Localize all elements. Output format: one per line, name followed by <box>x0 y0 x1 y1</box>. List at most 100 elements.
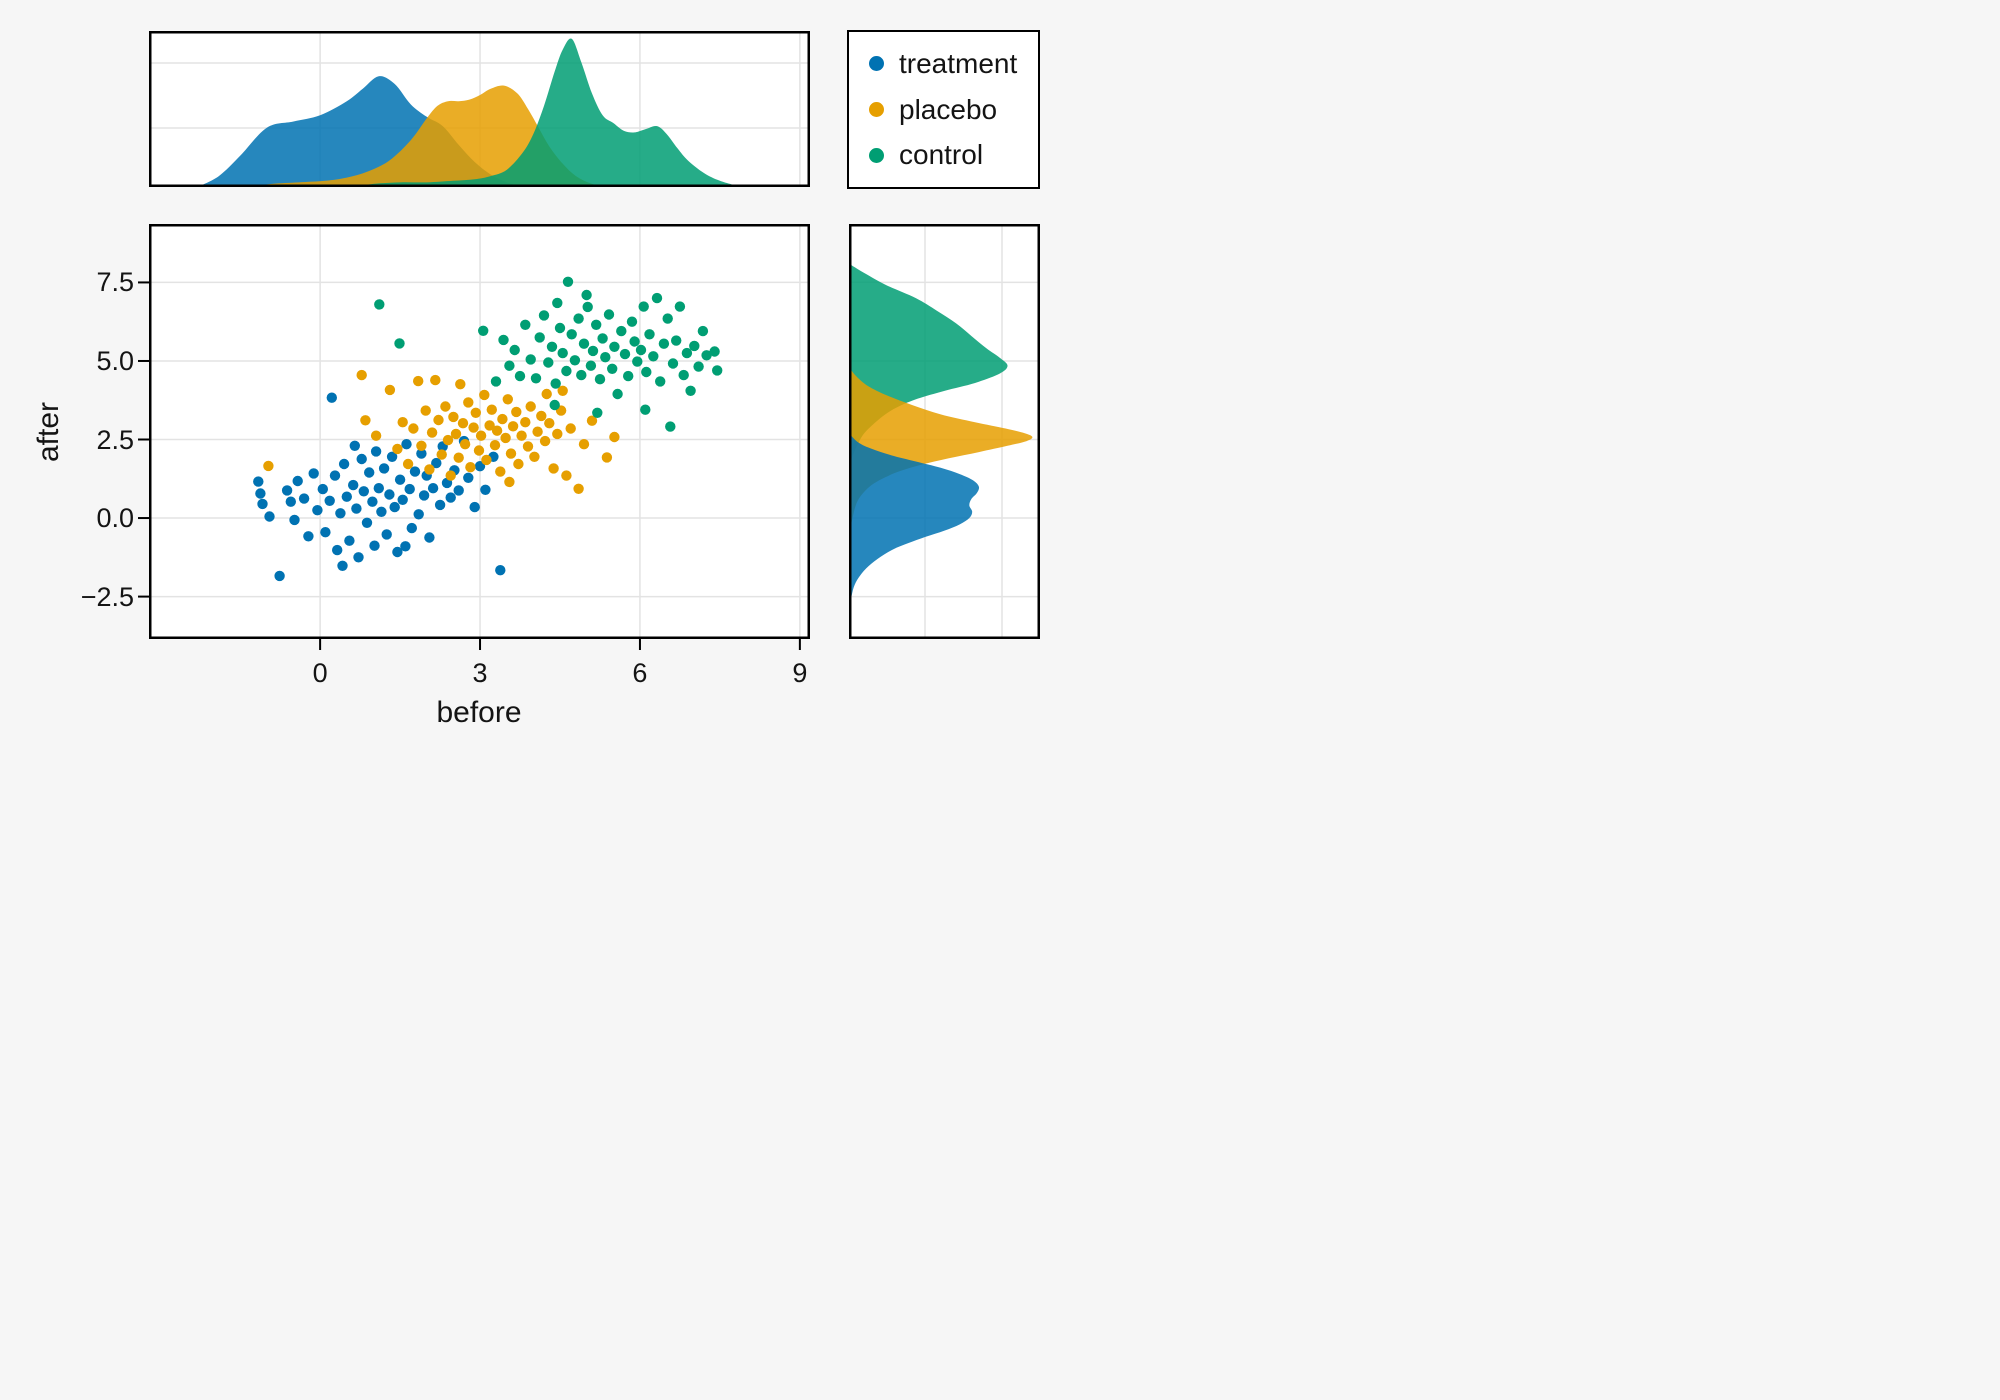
data-point <box>685 385 696 396</box>
x-tick-label: 6 <box>632 658 648 688</box>
data-point <box>337 560 348 571</box>
y-tick-label: 0.0 <box>96 503 134 534</box>
data-point <box>424 464 435 475</box>
data-point <box>329 470 341 481</box>
data-point <box>455 379 466 390</box>
data-point <box>557 385 568 396</box>
data-point <box>505 448 517 459</box>
data-point <box>433 414 444 426</box>
data-point <box>470 407 481 418</box>
data-point <box>655 376 666 387</box>
data-point <box>413 509 424 520</box>
data-point <box>532 426 543 437</box>
data-point <box>341 491 352 502</box>
legend-label-control: control <box>899 139 984 171</box>
right-marginal-density-panel <box>849 224 1040 639</box>
placebo-marker-icon <box>869 102 884 117</box>
data-point <box>353 552 364 563</box>
data-point <box>480 484 491 495</box>
y-tick-label: 5.0 <box>96 345 134 376</box>
data-point <box>497 413 508 425</box>
data-point <box>376 506 387 517</box>
density-control <box>849 263 1008 468</box>
data-point <box>582 301 593 313</box>
data-point <box>490 376 502 387</box>
data-point <box>445 492 456 503</box>
legend: treatment placebo control <box>847 30 1040 189</box>
data-point <box>538 310 550 321</box>
data-point <box>566 329 577 340</box>
data-point <box>552 428 563 440</box>
data-point <box>712 365 723 376</box>
data-point <box>401 439 412 450</box>
data-point <box>335 508 346 519</box>
data-point <box>586 415 598 426</box>
data-point <box>607 363 618 374</box>
data-point <box>367 496 378 507</box>
data-point <box>557 347 568 359</box>
data-point <box>619 348 631 360</box>
data-point <box>408 423 419 434</box>
data-point <box>448 411 459 423</box>
legend-label-treatment: treatment <box>899 47 1018 79</box>
data-point <box>511 406 522 418</box>
data-point <box>289 514 300 526</box>
legend-item-control: control <box>869 141 1038 169</box>
data-point <box>667 358 679 369</box>
data-point <box>257 498 268 510</box>
data-point <box>552 297 563 309</box>
data-point <box>413 375 424 387</box>
data-point <box>520 417 531 428</box>
data-point <box>427 483 439 494</box>
data-point <box>585 360 597 371</box>
data-point <box>546 341 558 352</box>
data-point <box>609 431 620 443</box>
data-point <box>597 333 608 344</box>
data-point <box>495 466 506 477</box>
data-point <box>507 421 519 432</box>
data-point <box>648 351 659 362</box>
y-axis-label: after <box>32 401 65 463</box>
data-point <box>360 415 371 426</box>
data-point <box>638 301 649 312</box>
data-point <box>356 453 367 465</box>
data-point <box>629 336 640 347</box>
data-point <box>662 313 673 324</box>
data-point <box>489 440 501 451</box>
data-point <box>332 544 343 556</box>
data-point <box>591 319 602 330</box>
data-point <box>406 522 417 534</box>
legend-item-treatment: treatment <box>869 47 1038 79</box>
data-point <box>326 392 337 403</box>
data-point <box>298 493 310 504</box>
data-point <box>274 570 285 582</box>
data-point <box>550 378 561 389</box>
data-point <box>522 441 534 452</box>
data-point <box>303 531 314 542</box>
density-placebo <box>849 367 1033 534</box>
data-point <box>549 399 560 411</box>
data-point <box>426 427 438 438</box>
data-point <box>475 430 487 441</box>
data-point <box>344 535 355 546</box>
data-point <box>578 439 590 450</box>
data-point <box>581 289 592 301</box>
data-point <box>504 360 515 371</box>
data-point <box>534 332 545 343</box>
data-point <box>397 494 408 505</box>
data-point <box>320 527 331 538</box>
data-point <box>402 458 414 470</box>
scatter-series-control <box>374 276 723 432</box>
data-point <box>623 370 634 382</box>
data-point <box>465 462 476 473</box>
data-point <box>308 468 319 479</box>
data-point <box>594 374 606 385</box>
data-point <box>562 276 574 287</box>
data-point <box>481 454 492 466</box>
legend-label-placebo: placebo <box>899 93 998 125</box>
data-point <box>500 432 511 444</box>
data-point <box>392 546 403 558</box>
data-point <box>504 476 515 488</box>
y-tick-label: 7.5 <box>96 267 134 298</box>
data-point <box>484 420 495 431</box>
